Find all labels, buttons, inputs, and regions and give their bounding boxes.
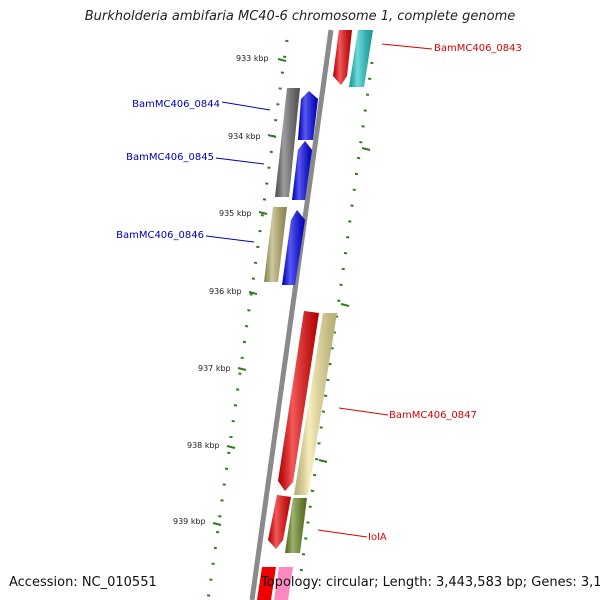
leader-line (221, 101, 271, 111)
tick-mark (237, 367, 247, 371)
cds-0843 (333, 30, 352, 85)
cds-iola (268, 495, 291, 549)
cds-next (257, 567, 276, 600)
gene-label-0846[interactable]: BamMC406_0846 (116, 230, 204, 241)
tick-mark (212, 522, 222, 526)
tick-mark (318, 459, 328, 463)
tick-mark (258, 211, 268, 215)
gene-labels: BamMC406_0843 BamMC406_0844 BamMC406_084… (116, 43, 522, 543)
tick-label: 935 kbp (219, 209, 252, 218)
gene-label-0845[interactable]: BamMC406_0845 (126, 152, 214, 163)
accession-text: Accession: NC_010551 (9, 575, 157, 590)
cds-0846 (282, 210, 305, 285)
gene-0844-0845 (275, 88, 300, 197)
leader-line (205, 235, 255, 243)
leader-line (317, 529, 368, 538)
tick-label: 936 kbp (209, 287, 242, 296)
leader-line (338, 407, 389, 416)
cds-0844 (298, 91, 318, 140)
scale-ticks: 933 kbp 934 kbp 935 kbp 936 kbp 937 kbp … (173, 54, 371, 526)
tick-mark (248, 291, 258, 295)
label-leaders (205, 43, 433, 538)
gene-0846 (264, 207, 287, 282)
tick-mark (277, 58, 287, 62)
gene-0843 (349, 30, 373, 87)
tick-mark (340, 303, 350, 307)
tick-label: 934 kbp (228, 132, 261, 141)
cds-0847 (278, 311, 319, 491)
gene-label-iola[interactable]: IolA (368, 532, 387, 543)
tick-label: 933 kbp (236, 54, 269, 63)
gene-next (274, 567, 293, 600)
leader-line (381, 43, 433, 50)
cds-0845 (292, 141, 312, 200)
chromosome-backbone (249, 29, 334, 600)
tick-mark (267, 134, 277, 138)
tick-label: 937 kbp (198, 364, 231, 373)
map-title: Burkholderia ambifaria MC40-6 chromosome… (84, 9, 516, 24)
tick-mark (226, 445, 236, 449)
tick-mark (361, 147, 371, 151)
tick-label: 939 kbp (173, 517, 206, 526)
gene-label-0847[interactable]: BamMC406_0847 (389, 410, 477, 421)
gene-features (257, 30, 373, 600)
topology-text: Topology: circular; Length: 3,443,583 bp… (261, 575, 600, 590)
gene-0847 (294, 313, 337, 495)
leader-line (215, 157, 265, 165)
gene-label-0844[interactable]: BamMC406_0844 (132, 99, 220, 110)
gene-iola (285, 498, 307, 553)
gene-label-0843[interactable]: BamMC406_0843 (434, 43, 522, 54)
tick-label: 938 kbp (187, 441, 220, 450)
